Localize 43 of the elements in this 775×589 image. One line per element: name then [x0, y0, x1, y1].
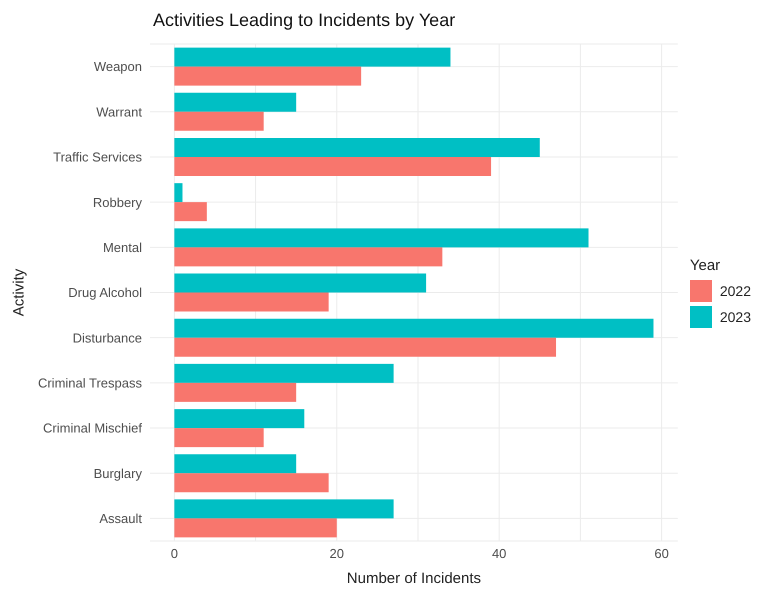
- y-tick-label: Criminal Mischief: [43, 420, 142, 436]
- bar: [174, 202, 207, 222]
- bar: [174, 156, 492, 176]
- y-tick-label: Traffic Services: [53, 150, 142, 165]
- legend-label: 2023: [720, 309, 751, 325]
- bar: [174, 48, 450, 67]
- legend-label: 2022: [720, 283, 751, 299]
- bar: [174, 183, 182, 202]
- bar: [174, 428, 264, 448]
- bar: [174, 228, 589, 248]
- bar: [174, 338, 556, 357]
- bar: [174, 454, 296, 474]
- bar: [174, 138, 540, 157]
- y-tick-label: Criminal Trespass: [38, 375, 142, 390]
- bar: [174, 274, 426, 293]
- bar: [174, 473, 329, 492]
- y-axis-title: Activity: [10, 268, 28, 316]
- bar: [174, 247, 442, 266]
- bar: [174, 518, 337, 538]
- y-tick-label: Mental: [102, 240, 142, 255]
- bar: [174, 92, 296, 112]
- bar: [174, 382, 296, 402]
- y-tick-label: Weapon: [94, 59, 142, 74]
- bar: [174, 409, 304, 428]
- bar: [174, 292, 329, 312]
- y-tick-label: Robbery: [92, 194, 142, 210]
- bar: [174, 318, 654, 338]
- y-tick-label: Warrant: [96, 104, 142, 120]
- x-tick-label: 40: [492, 546, 506, 562]
- x-tick-label: 0: [170, 546, 178, 562]
- y-tick-label: Drug Alcohol: [68, 285, 142, 300]
- bar: [174, 364, 394, 383]
- bar: [174, 112, 264, 131]
- x-tick-label: 60: [654, 546, 669, 562]
- chart-title: Activities Leading to Incidents by Year: [153, 10, 456, 31]
- bar: [174, 66, 362, 86]
- x-axis-title: Number of Incidents: [346, 570, 482, 587]
- x-tick-label: 20: [330, 546, 344, 562]
- y-tick-label: Assault: [99, 511, 142, 526]
- y-tick-label: Burglary: [94, 466, 142, 481]
- y-tick-label: Disturbance: [72, 330, 142, 346]
- legend-title: Year: [690, 257, 722, 274]
- bar: [174, 499, 394, 518]
